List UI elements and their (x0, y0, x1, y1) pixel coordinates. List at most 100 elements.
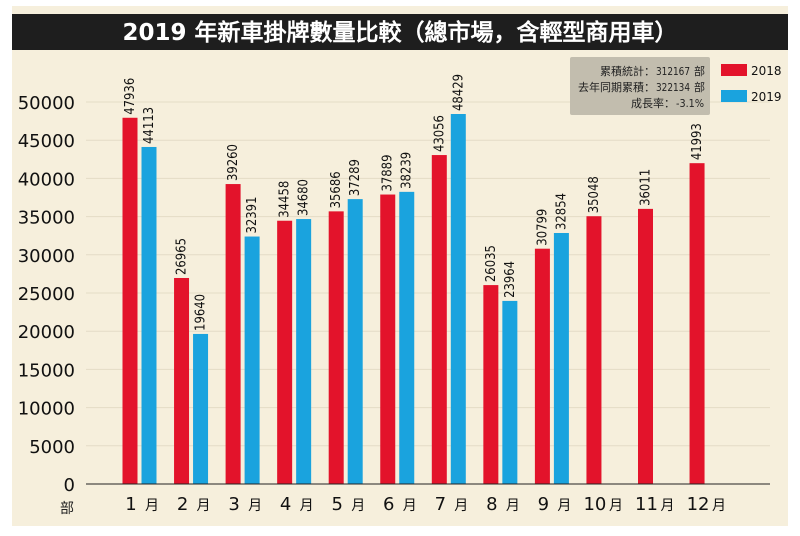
y-axis-ticks: 0 5000 10000 15000 20000 25000 30000 35000 40000… (18, 93, 75, 496)
x-tick-label: 4 (280, 494, 291, 515)
y-tick-label: 20000 (18, 322, 75, 343)
x-tick-unit: 月 (557, 498, 571, 514)
legend-swatch-2018 (721, 64, 747, 76)
legend-label-2019: 2019 (751, 90, 782, 104)
x-tick-unit: 月 (454, 498, 468, 514)
x-tick-unit: 月 (661, 498, 675, 514)
bar-value-label: 32854 (554, 193, 569, 230)
x-tick-unit: 月 (300, 498, 314, 514)
y-tick-label: 45000 (18, 131, 75, 152)
x-tick-label: 11 (635, 494, 658, 515)
y-tick-label: 40000 (18, 169, 75, 190)
bar-2019-1 (141, 146, 157, 484)
y-tick-label: 30000 (18, 246, 75, 267)
x-tick-label: 3 (228, 494, 239, 515)
bar-2019-6 (399, 191, 415, 484)
bar-value-label: 43056 (432, 115, 447, 152)
y-tick-label: 25000 (18, 284, 75, 305)
x-tick-unit: 月 (248, 498, 262, 514)
x-tick-unit: 月 (197, 498, 211, 514)
x-tick-label: 1 (125, 494, 136, 515)
stats-cumulative-unit: 部 (694, 64, 705, 78)
bar-2018-10 (586, 216, 602, 484)
x-tick-label: 8 (486, 494, 497, 515)
bar-2019-5 (347, 199, 363, 484)
x-tick-unit: 月 (403, 498, 417, 514)
bar-2018-6 (380, 194, 396, 484)
stats-lastyear-unit: 部 (694, 80, 705, 94)
bar-value-label: 39260 (226, 144, 241, 181)
stats-cumulative-label: 累積統計： (600, 64, 655, 78)
y-tick-label: 10000 (18, 399, 75, 420)
bar-value-label: 34458 (278, 181, 293, 218)
x-tick-label: 2 (177, 494, 188, 515)
stats-box: 累積統計： 312167 部 去年同期累積： 322134 部 成長率： -3.… (570, 57, 710, 115)
bar-2019-8 (502, 300, 518, 484)
bar-value-label: 26035 (484, 245, 499, 282)
bar-value-label: 35686 (329, 171, 344, 208)
bar-2018-11 (638, 208, 653, 484)
bar-value-label: 37889 (381, 155, 396, 192)
legend-swatch-2019 (721, 90, 747, 102)
bar-value-label: 32391 (245, 197, 260, 234)
x-tick-unit: 月 (506, 498, 520, 514)
stats-lastyear-label: 去年同期累積： (578, 80, 655, 94)
gridlines (86, 101, 770, 485)
bar-2019-9 (553, 232, 569, 484)
stats-growth-value: -3.1% (676, 97, 704, 110)
bar-2018-9 (534, 248, 550, 484)
bar-value-label: 30799 (535, 209, 550, 246)
x-tick-unit: 月 (609, 498, 623, 514)
bar-value-label: 35048 (587, 176, 602, 213)
bar-2019-2 (193, 333, 209, 484)
bar-value-label: 47936 (123, 78, 138, 115)
bar-2018-4 (277, 220, 293, 484)
bar-value-label: 41993 (690, 123, 705, 160)
bar-2018-7 (431, 155, 447, 484)
bar-2018-2 (174, 277, 190, 484)
stats-growth-label: 成長率： (631, 96, 675, 110)
bar-value-label: 26965 (175, 238, 190, 275)
x-tick-label: 5 (331, 494, 342, 515)
chart-title: 2019 年新車掛牌數量比較（總市場，含輕型商用車） (122, 19, 677, 46)
bar-value-label: 37289 (348, 159, 363, 196)
x-tick-unit: 月 (351, 498, 365, 514)
bar-value-labels: 47936 44113 26965 19640 39260 32391 34458 34680… (123, 74, 705, 331)
title-bar (12, 14, 788, 50)
bar-value-label: 36011 (639, 169, 654, 206)
x-tick-label: 12 (687, 494, 710, 515)
x-tick-label: 9 (538, 494, 549, 515)
x-tick-unit: 月 (145, 498, 159, 514)
y-tick-label: 15000 (18, 360, 75, 381)
bar-value-label: 44113 (142, 107, 157, 144)
bar-2018-3 (225, 184, 241, 485)
bar-2018-1 (122, 117, 138, 485)
stats-cumulative-value: 312167 (656, 65, 690, 78)
bar-2019-7 (450, 114, 466, 484)
y-tick-label: 35000 (18, 208, 75, 229)
stats-lastyear-value: 322134 (656, 81, 690, 94)
x-tick-label: 10 (583, 494, 606, 515)
stats-box-background (570, 57, 710, 115)
x-tick-unit: 月 (712, 498, 726, 514)
bar-2018-12 (689, 163, 705, 485)
bar-2019-3 (244, 236, 260, 484)
y-tick-label: 50000 (18, 93, 75, 114)
bar-2018-8 (483, 285, 499, 484)
y-axis-unit-label: 部 (60, 501, 74, 517)
bar-value-label: 38239 (400, 152, 415, 189)
bar-2018-5 (328, 211, 344, 485)
legend: 2018 2019 (721, 64, 782, 104)
bar-value-label: 23964 (503, 261, 518, 298)
x-tick-label: 7 (435, 494, 446, 515)
y-tick-label: 5000 (29, 437, 75, 458)
bar-value-label: 19640 (194, 294, 209, 331)
bars (122, 114, 705, 485)
bar-value-label: 48429 (451, 74, 466, 111)
bar-2019-4 (296, 219, 312, 484)
legend-label-2018: 2018 (751, 64, 782, 78)
bar-value-label: 34680 (297, 179, 312, 216)
x-tick-label: 6 (383, 494, 394, 515)
x-axis-labels: 1 月 2 月 3 月 4 月 5 月 6 月 7 月 8 月 9 月 10 月 11 月 12 月 (125, 494, 726, 515)
